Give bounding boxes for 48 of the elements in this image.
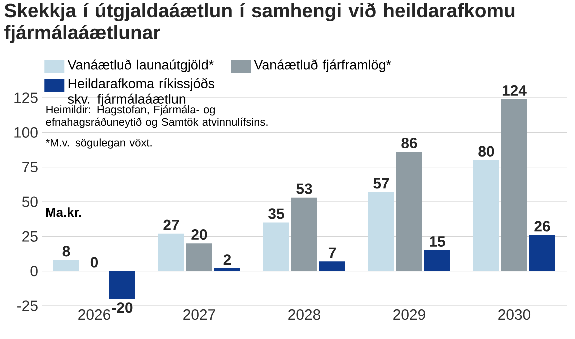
bar [214, 268, 240, 272]
y-tick-label: 50 [22, 196, 38, 208]
y-axis-title: Ma.kr. [46, 208, 82, 218]
bar [424, 250, 450, 272]
y-tick-label: -25 [18, 300, 38, 312]
bar [264, 222, 290, 272]
bar [530, 235, 556, 272]
y-tick-label: 75 [22, 162, 38, 173]
x-tick-label: 2028 [288, 310, 320, 320]
data-label: 53 [296, 184, 312, 194]
y-tick-label: 125 [14, 92, 38, 104]
x-tick-label: 2030 [498, 310, 531, 320]
bar [186, 244, 212, 272]
bar [110, 271, 136, 300]
y-tick-label: 100 [14, 127, 38, 138]
data-label: 35 [268, 208, 284, 220]
data-label: 57 [374, 178, 390, 189]
chart-title: Skekkja í útgjaldaáætlun í samhengi við heildarafkomu fjármálaáætlunar [4, 3, 515, 44]
data-label: 15 [430, 236, 446, 248]
legend-label: Vanáætluð fjárframlög* [254, 60, 392, 72]
legend-label: Heildarafkoma ríkissjóðs skv. fjármálaáætlun [68, 78, 215, 107]
bar [368, 192, 394, 272]
data-label: 27 [164, 220, 180, 230]
bar [158, 234, 184, 272]
data-label: 124 [502, 85, 527, 96]
bar [54, 260, 80, 272]
data-label: -20 [112, 302, 133, 314]
y-tick-label: 0 [30, 266, 38, 277]
bar [474, 160, 500, 272]
annotation: *M.v. sögulegan vöxt. [46, 138, 152, 149]
data-label: 86 [402, 138, 418, 149]
x-tick-label: 2026 [78, 310, 110, 320]
x-tick-label: 2027 [184, 310, 216, 320]
annotation: Heimildir: Hagstofan, Fjármála- og efnahagsráðuneytið og Samtök atvinnulífsins. [46, 105, 268, 128]
y-tick-label: 25 [22, 231, 38, 242]
bar [396, 152, 422, 272]
bar [292, 198, 318, 272]
bar [320, 262, 346, 272]
data-label: 8 [62, 246, 70, 257]
data-label: 80 [478, 146, 494, 157]
data-label: 0 [90, 257, 98, 268]
data-label: 7 [328, 248, 336, 258]
bar [502, 99, 528, 272]
x-tick-label: 2029 [394, 310, 426, 320]
data-label: 20 [192, 229, 208, 240]
legend-label: Vanáætluð launaútgjöld* [68, 60, 214, 72]
data-label: 26 [534, 221, 550, 232]
data-label: 2 [224, 254, 232, 266]
